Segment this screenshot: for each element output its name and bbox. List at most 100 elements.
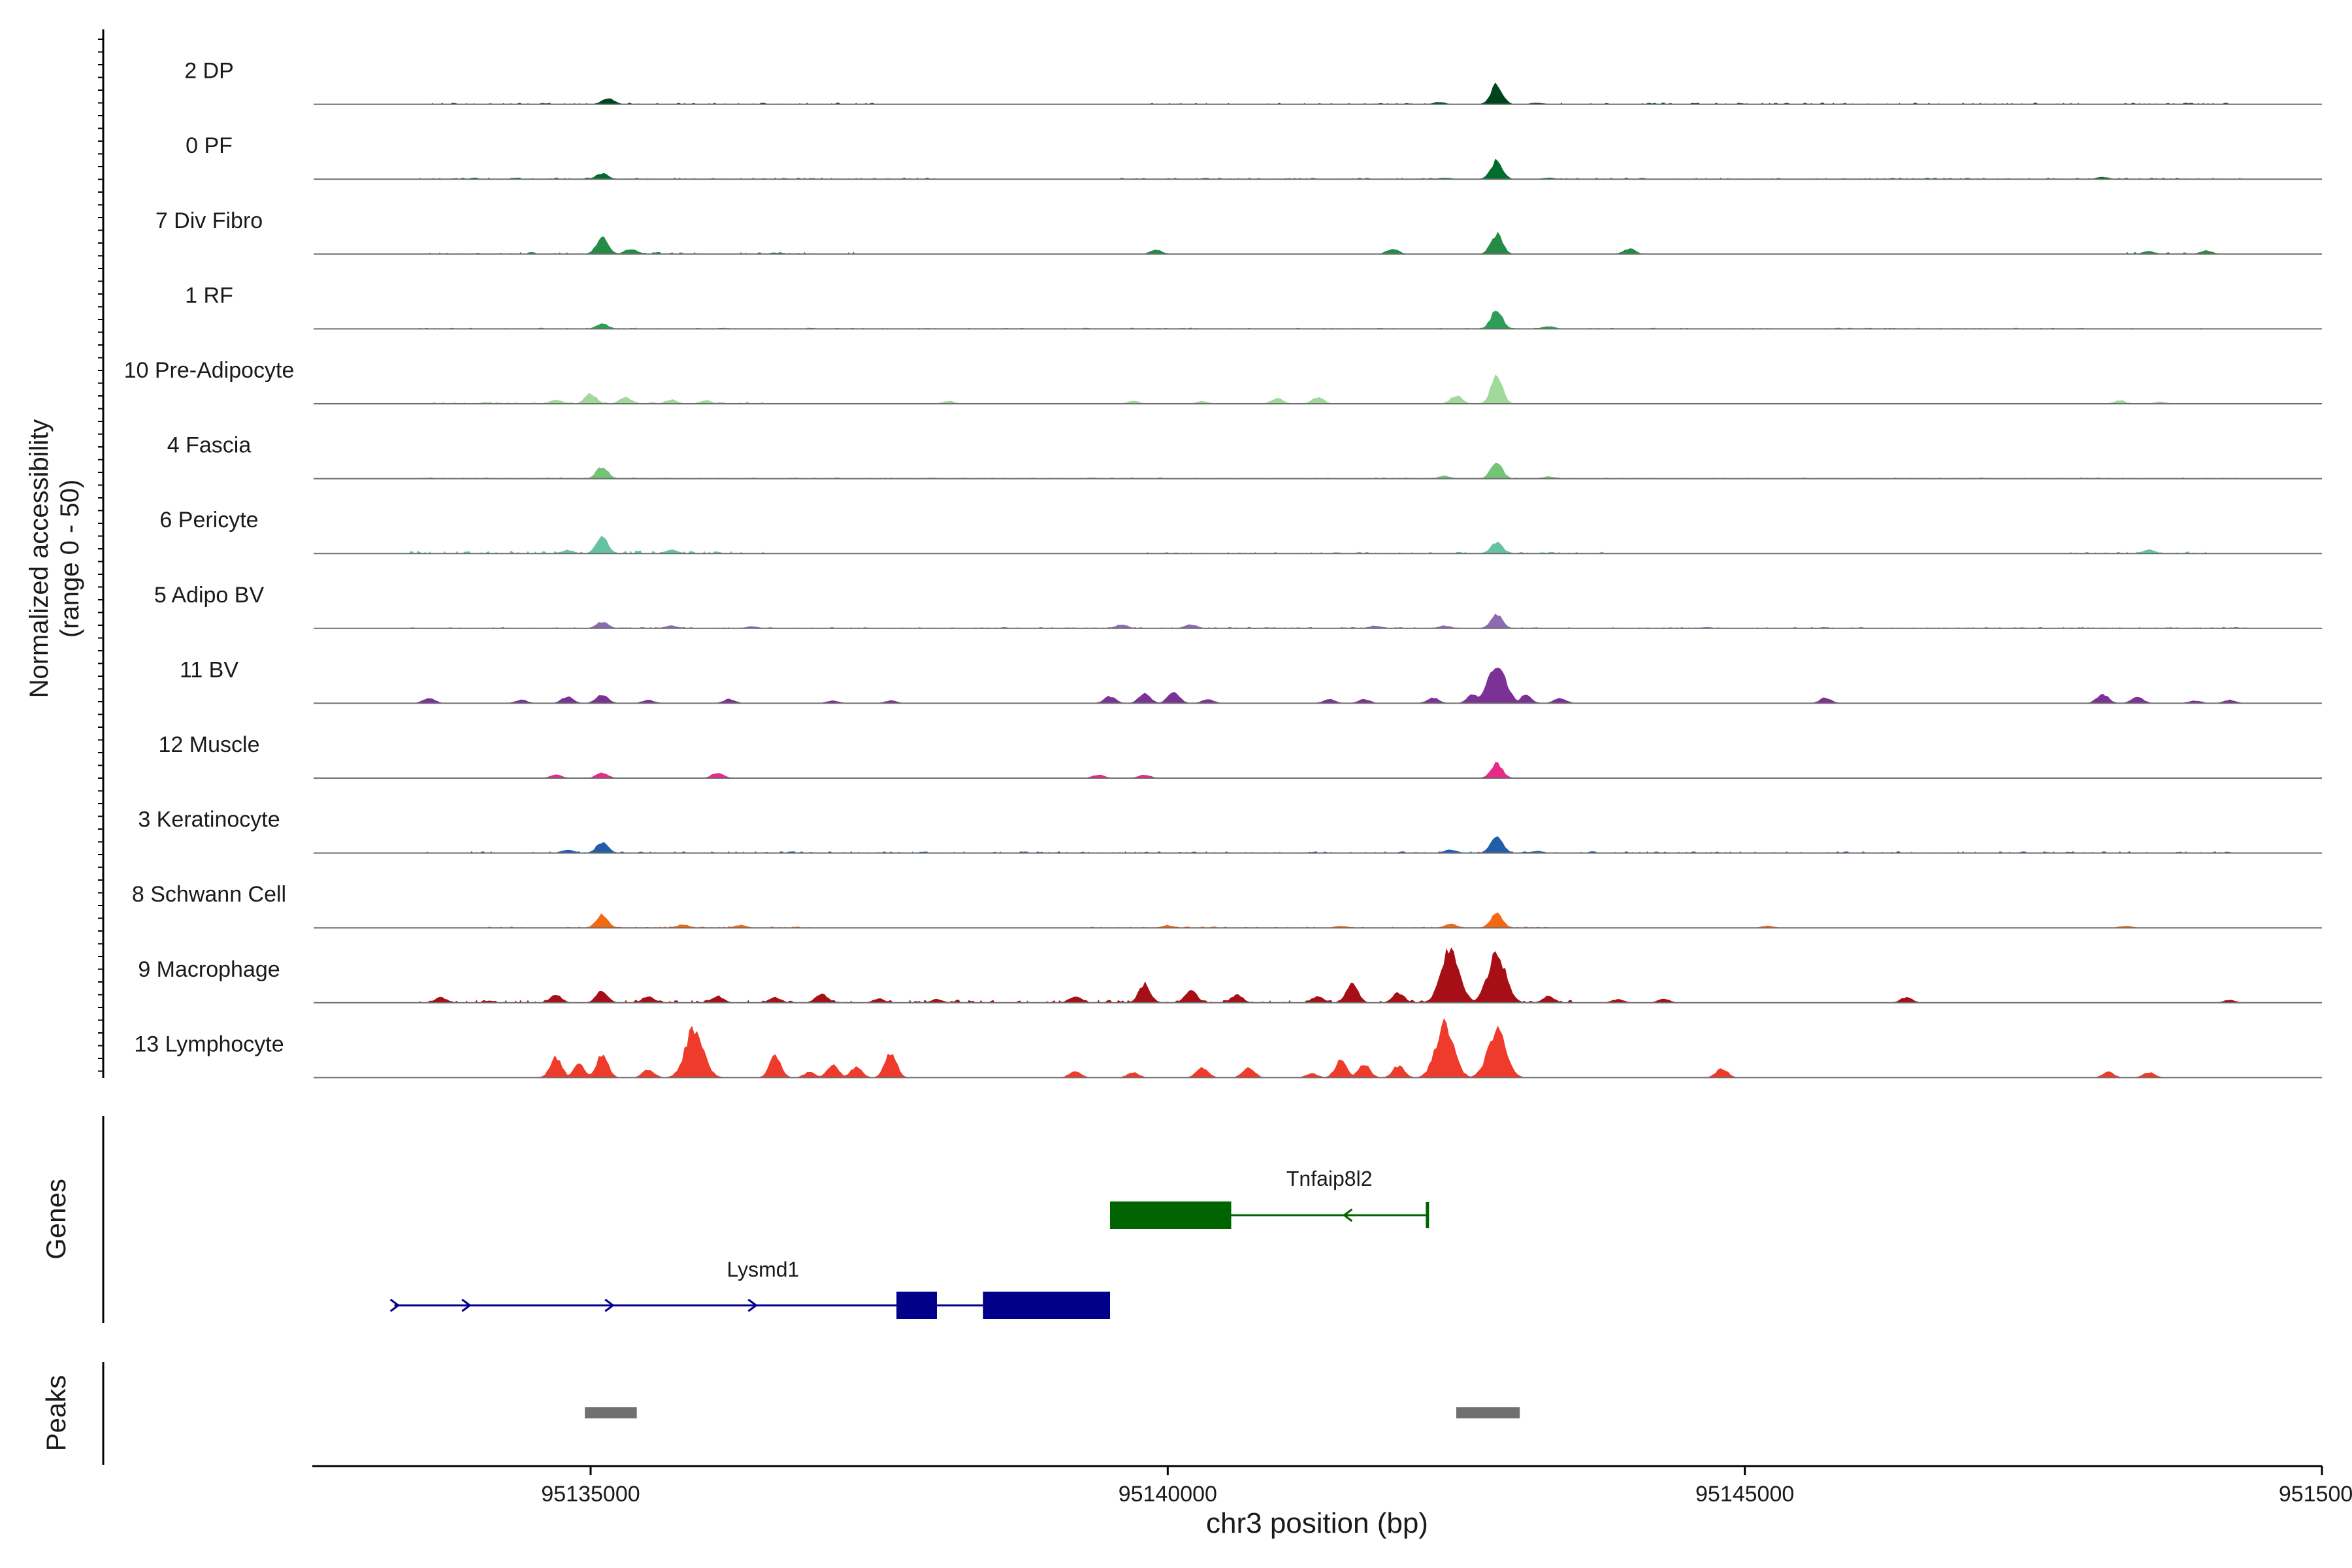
track-label: 13 Lymphocyte bbox=[134, 1032, 284, 1056]
track-4-signal-26 bbox=[1440, 395, 1473, 404]
track-11-signal-9 bbox=[585, 913, 623, 928]
track-13-signal-4 bbox=[1060, 1071, 1090, 1078]
track-label: 12 Muscle bbox=[159, 732, 260, 757]
track-8-signal-18 bbox=[2121, 696, 2153, 704]
track-6-signal-16 bbox=[585, 536, 620, 554]
track-label: 8 Schwann Cell bbox=[132, 882, 286, 907]
track-13-signal-8 bbox=[1298, 1018, 1526, 1078]
track-12-signal-48 bbox=[1303, 996, 1333, 1004]
gene-1-exon-1 bbox=[983, 1292, 1110, 1319]
peaks-panel-label: Peaks bbox=[41, 1375, 71, 1452]
track-5-signal-14 bbox=[582, 467, 618, 479]
gene-0-strand-chevron-1 bbox=[1342, 1208, 1353, 1222]
track-6 bbox=[314, 536, 2322, 555]
track-6-signal-21 bbox=[658, 549, 687, 554]
track-13-signal-6 bbox=[1185, 1067, 1218, 1078]
track-1-signal-13 bbox=[583, 172, 617, 180]
track-5 bbox=[314, 463, 2322, 480]
track-11-signal-61 bbox=[1479, 912, 1514, 928]
track-8-signal-13 bbox=[1418, 697, 1448, 704]
track-layer bbox=[314, 82, 2322, 1079]
track-12-signal-56 bbox=[1891, 996, 1921, 1004]
coverage-y-axis-ticks bbox=[98, 39, 103, 1072]
track-13-signal-10 bbox=[2094, 1071, 2124, 1078]
track-2 bbox=[314, 231, 2322, 255]
track-12-signal-43 bbox=[1222, 994, 1255, 1004]
track-9 bbox=[314, 762, 2322, 779]
track-12-signal-20 bbox=[759, 996, 794, 1004]
track-10-signal-10 bbox=[583, 841, 618, 853]
track-7-signal-53 bbox=[1106, 625, 1137, 629]
track-12-signal-11 bbox=[585, 990, 620, 1004]
track-12-signal-39 bbox=[1126, 981, 1162, 1004]
x-tick-label-2: 95145000 bbox=[1695, 1482, 1794, 1507]
track-8-signal-5 bbox=[715, 698, 743, 704]
track-12-signal-13 bbox=[632, 996, 664, 1004]
x-axis-ticks: 95135000 95140000 95145000 9515000 bbox=[541, 1466, 2352, 1507]
track-11-signal-15 bbox=[668, 924, 696, 928]
track-8-signal-0 bbox=[414, 698, 444, 704]
track-4 bbox=[314, 374, 2322, 404]
y-axis-range-label: (range 0 - 50) bbox=[56, 480, 84, 638]
track-5-signal-95 bbox=[1479, 463, 1520, 479]
gene-1-start-chevron bbox=[389, 1298, 400, 1313]
track-9-signal-1 bbox=[587, 772, 617, 779]
x-tick-label-1: 95140000 bbox=[1119, 1482, 1217, 1507]
track-12-signal-18 bbox=[702, 995, 732, 1004]
peak-region-layer bbox=[585, 1407, 1520, 1418]
track-label: 0 PF bbox=[186, 133, 233, 158]
track-label: 7 Div Fibro bbox=[155, 208, 263, 233]
track-12-signal-27 bbox=[923, 998, 961, 1004]
gene-1-exon-0 bbox=[896, 1292, 937, 1319]
gene-Lysmd1: Lysmd1 bbox=[389, 1258, 1110, 1319]
track-8 bbox=[314, 667, 2322, 704]
track-label: 5 Adipo BV bbox=[154, 583, 265, 608]
track-2-signal-14 bbox=[585, 237, 647, 255]
track-12-signal-21 bbox=[806, 993, 841, 1004]
track-12-signal-41 bbox=[1173, 990, 1208, 1004]
track-0 bbox=[314, 82, 2322, 105]
track-8-signal-3 bbox=[585, 695, 617, 704]
x-axis-label: chr3 position (bp) bbox=[1206, 1507, 1428, 1539]
track-label: 4 Fascia bbox=[167, 433, 252, 458]
genes-panel-label: Genes bbox=[41, 1179, 71, 1260]
track-4-signal-25 bbox=[1303, 397, 1333, 404]
y-axis-label: Normalized accessibility bbox=[25, 419, 54, 698]
track-3 bbox=[314, 310, 2322, 330]
track-4-signal-12 bbox=[538, 399, 574, 404]
track-8-signal-16 bbox=[1812, 697, 1840, 704]
track-4-signal-24 bbox=[1264, 398, 1291, 404]
track-label: 11 BV bbox=[180, 657, 238, 682]
track-8-signal-15 bbox=[1545, 698, 1575, 704]
track-13-signal-5 bbox=[1119, 1072, 1147, 1078]
gene-Tnfaip8l2: Tnfaip8l2 bbox=[1110, 1167, 1429, 1229]
track-12-signal-35 bbox=[1058, 996, 1090, 1004]
track-7 bbox=[314, 613, 2322, 629]
track-2-signal-33 bbox=[1379, 249, 1409, 255]
track-12-signal-52 bbox=[1527, 995, 1563, 1004]
track-12-signal-51 bbox=[1417, 947, 1527, 1004]
track-12-signal-10 bbox=[541, 994, 571, 1004]
track-8-signal-9 bbox=[1129, 692, 1191, 704]
track-6-signal-15 bbox=[553, 549, 583, 554]
track-12-signal-50 bbox=[1379, 992, 1416, 1004]
track-label: 9 Macrophage bbox=[138, 957, 280, 982]
gene-label: Tnfaip8l2 bbox=[1286, 1167, 1373, 1190]
gene-label: Lysmd1 bbox=[727, 1258, 799, 1281]
gene-1-strand-chevron-2 bbox=[747, 1298, 758, 1313]
track-3-signal-93 bbox=[1478, 310, 1516, 329]
track-label: 10 Pre-Adipocyte bbox=[124, 358, 295, 383]
track-label: 1 RF bbox=[185, 283, 233, 308]
gene-0-exon-0 bbox=[1110, 1201, 1232, 1229]
track-9-signal-2 bbox=[703, 773, 732, 779]
track-4-signal-17 bbox=[693, 400, 726, 404]
track-11-signal-60 bbox=[1435, 923, 1465, 928]
track-1 bbox=[314, 158, 2322, 180]
track-12 bbox=[314, 947, 2322, 1004]
track-4-signal-27 bbox=[1479, 374, 1514, 404]
track-13-signal-0 bbox=[538, 1054, 620, 1078]
track-0-signal-15 bbox=[593, 98, 623, 105]
track-12-signal-24 bbox=[864, 998, 894, 1004]
gene-1-strand-chevron-0 bbox=[461, 1298, 472, 1313]
